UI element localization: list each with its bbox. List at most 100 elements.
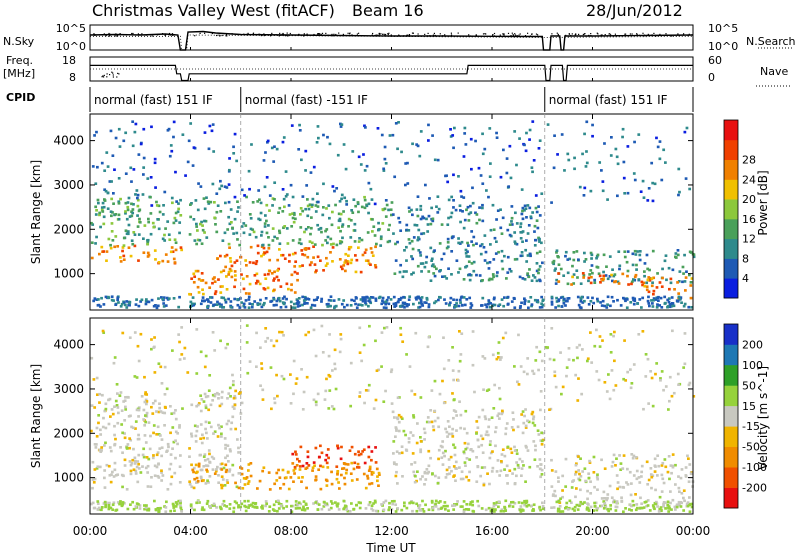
vel-cell (169, 482, 173, 486)
power-cell (201, 279, 205, 282)
power-cell (647, 302, 651, 305)
power-cell (670, 304, 674, 308)
power-cell (267, 272, 270, 276)
power-cell (420, 302, 424, 306)
power-cell (519, 225, 522, 229)
vel-cell (265, 502, 269, 506)
power-cell (213, 216, 217, 220)
vel-cell (135, 376, 139, 379)
power-cell (228, 267, 232, 271)
vel-cell (246, 482, 250, 486)
vel-cell (574, 473, 577, 476)
vel-cell (93, 506, 97, 510)
power-cell (638, 253, 642, 257)
power-cell (112, 202, 115, 206)
vel-cell (123, 464, 127, 467)
vel-cell (318, 455, 321, 459)
vel-cell (91, 460, 95, 464)
power-cell (116, 298, 120, 302)
vel-cell (631, 499, 635, 503)
vel-cell (414, 331, 418, 335)
power-cell (420, 296, 424, 299)
vel-cell (454, 410, 458, 413)
power-cell (503, 296, 506, 299)
power-cell (110, 230, 114, 233)
power-cell (469, 306, 473, 309)
vel-cell (410, 389, 414, 393)
vel-cell (326, 466, 330, 469)
power-cell (273, 145, 276, 149)
power-cell (592, 301, 596, 305)
power-cell (659, 296, 663, 300)
vel-cell (486, 433, 490, 437)
vel-cell (112, 475, 116, 478)
power-cell (162, 302, 166, 305)
power-cell (329, 295, 333, 299)
power-cell (357, 155, 361, 159)
vel-cell (437, 507, 440, 511)
power-cell (349, 236, 353, 239)
vel-cell (623, 339, 626, 342)
vel-cell (96, 500, 100, 503)
power-cell (668, 287, 671, 291)
nsky-sample (432, 34, 434, 36)
power-cell (692, 255, 696, 259)
power-cell (492, 297, 496, 301)
power-cell (437, 207, 441, 211)
vel-cell (258, 479, 262, 483)
power-cell (427, 305, 431, 309)
vel-cell (475, 456, 478, 459)
power-cell (414, 296, 418, 300)
power-cell (458, 267, 462, 271)
vel-cell (376, 475, 379, 478)
vel-cell (109, 415, 112, 418)
power-cell (482, 246, 486, 249)
power-cell (324, 239, 328, 242)
power-cell (629, 301, 633, 304)
power-cell (381, 296, 385, 300)
vel-cell (676, 372, 680, 376)
power-cell (316, 296, 320, 299)
power-cell (538, 240, 541, 243)
power-cell (133, 244, 137, 248)
vel-cell (118, 394, 122, 398)
power-cell (513, 297, 516, 301)
vel-cell (129, 472, 133, 476)
power-cell (423, 265, 427, 269)
power-cell (332, 242, 335, 246)
vel-cell (290, 504, 293, 508)
power-cell (122, 244, 126, 247)
power-cell (633, 299, 637, 303)
power-cell (322, 269, 325, 272)
power-cell (462, 278, 466, 281)
power-cell (557, 272, 560, 275)
power-cell (575, 250, 579, 253)
power-cell (339, 212, 343, 216)
vel-cell (358, 326, 362, 330)
vel-cell (220, 483, 223, 487)
power-cell (310, 226, 313, 230)
vel-cell (687, 457, 690, 461)
vel-cell (602, 500, 606, 503)
nsky-sample (682, 34, 684, 36)
vel-cell (188, 480, 192, 484)
vel-cell (278, 330, 281, 334)
power-cell (291, 252, 295, 256)
vel-cell (343, 462, 346, 465)
vel-cell (682, 496, 685, 500)
freq-tick-bottom: 8 (69, 71, 76, 84)
vel-cell (656, 505, 659, 508)
vel-cell (658, 495, 662, 499)
vel-cell (465, 446, 469, 450)
power-cell (228, 222, 232, 226)
vel-cell (669, 464, 673, 467)
power-cell (418, 305, 422, 309)
power-cell (394, 304, 398, 308)
nsky-sample (518, 34, 520, 36)
vel-cell (267, 471, 271, 474)
nsky-sample (585, 35, 587, 37)
power-cell (528, 128, 532, 132)
vel-cell (243, 499, 247, 503)
power-cell (130, 214, 134, 218)
